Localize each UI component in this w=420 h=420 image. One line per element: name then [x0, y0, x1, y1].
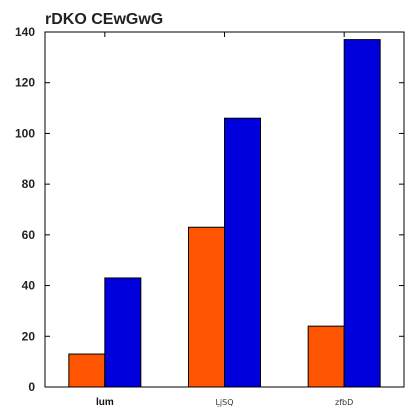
y-tick-label: 0	[28, 380, 35, 394]
bar-zfbD-series-2	[344, 40, 380, 387]
x-tick-label: ĻjSQ	[215, 398, 233, 408]
x-tick-label: lum	[96, 397, 114, 408]
y-tick-label: 140	[15, 25, 35, 39]
y-tick-label: 80	[22, 177, 36, 191]
y-tick-label: 60	[22, 228, 36, 242]
bar-ĻjSQ-series-2	[225, 118, 261, 387]
y-tick-label: 100	[15, 126, 35, 140]
chart-title: rDKO CEwGwG	[45, 11, 163, 28]
y-tick-label: 120	[15, 76, 35, 90]
bar-lum-series-2	[105, 278, 141, 387]
bar-zfbD-series-1	[308, 326, 344, 387]
bar-lum-series-1	[69, 354, 105, 387]
y-tick-label: 40	[22, 279, 36, 293]
x-tick-label: zfbD	[335, 398, 353, 407]
y-tick-label: 20	[22, 329, 36, 343]
bar-ĻjSQ-series-1	[189, 227, 225, 387]
chart-marks	[69, 40, 380, 387]
